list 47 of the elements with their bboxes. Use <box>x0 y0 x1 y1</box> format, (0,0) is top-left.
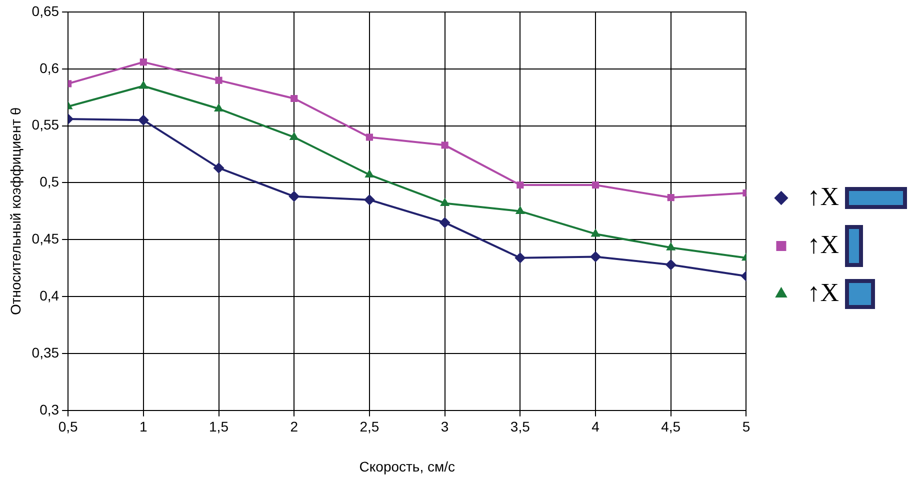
x-tick-label: 4,5 <box>661 418 681 435</box>
point <box>440 198 450 206</box>
y-tick-label: 0,5 <box>40 174 60 190</box>
x-axis-title: Скорость, см/с <box>359 458 456 474</box>
x-tick-label: 2 <box>290 418 298 435</box>
x-tick-label: 4 <box>592 418 600 435</box>
point <box>514 252 526 264</box>
point <box>439 217 450 228</box>
y-tick-label: 0,6 <box>40 60 60 76</box>
y-tick-label: 0,65 <box>32 2 60 19</box>
point <box>290 94 298 102</box>
point <box>441 142 448 149</box>
x-tick-label: 3,5 <box>510 418 530 435</box>
point <box>592 181 600 189</box>
point <box>590 228 600 237</box>
point <box>665 259 676 270</box>
point <box>138 80 148 89</box>
point <box>516 181 524 189</box>
point <box>515 206 525 214</box>
point <box>213 162 224 174</box>
y-tick-label: 0,55 <box>32 116 60 133</box>
point <box>364 194 375 206</box>
point <box>667 194 674 202</box>
point <box>140 58 147 66</box>
y-tick-label: 0,35 <box>32 344 60 360</box>
point <box>215 76 222 84</box>
point <box>138 114 149 126</box>
x-tick-label: 0,5 <box>58 418 78 435</box>
point <box>666 242 676 250</box>
x-tick-label: 2,5 <box>360 418 380 435</box>
x-tick-label: 1 <box>140 418 148 435</box>
point <box>590 251 602 262</box>
y-tick-label: 0,3 <box>40 401 60 418</box>
x-tick-label: 5 <box>742 418 750 435</box>
point <box>364 169 374 178</box>
y-axis-title: Относительный коэффициент θ <box>7 107 24 316</box>
point <box>288 190 300 202</box>
y-tick-label: 0,4 <box>40 287 60 304</box>
point <box>289 132 299 140</box>
x-tick-label: 3 <box>440 418 449 435</box>
legend-label: ↑X <box>807 278 840 307</box>
legend-label: ↑X <box>807 230 840 259</box>
point <box>214 103 224 112</box>
legend-label: ↑X <box>807 182 840 211</box>
x-tick-label: 1,5 <box>209 418 229 435</box>
y-tick-label: 0,45 <box>32 230 60 247</box>
point <box>366 134 373 141</box>
